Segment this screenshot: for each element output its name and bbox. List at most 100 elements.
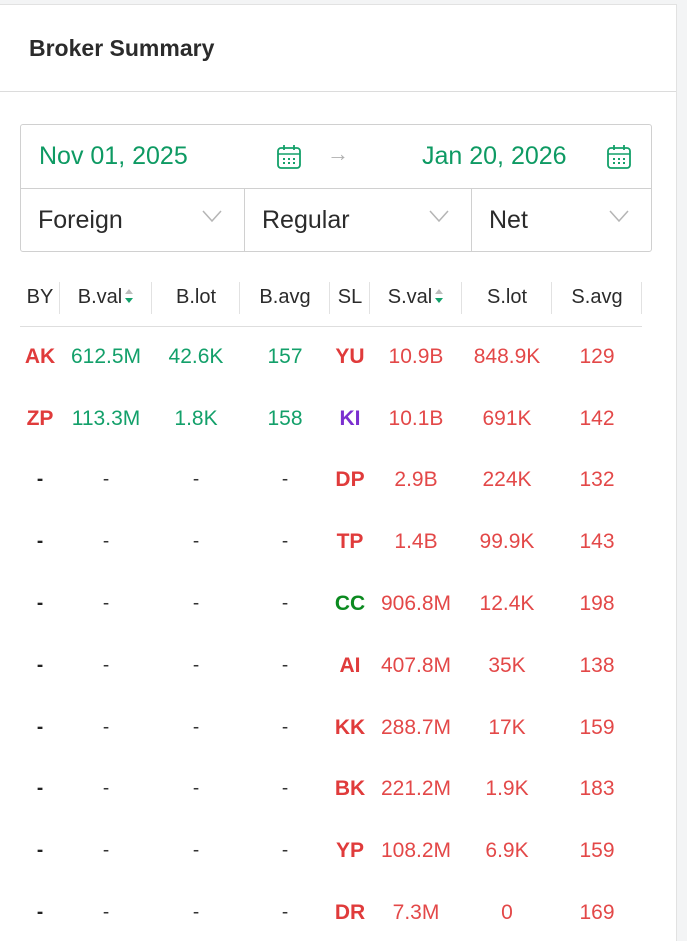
col-header-blot: B.lot <box>152 270 240 327</box>
sell-avg: 159 <box>579 839 615 863</box>
sell-avg: 132 <box>579 468 615 492</box>
sell-value: 7.3M <box>392 901 440 925</box>
sell-avg: 198 <box>579 592 615 616</box>
buy-avg: 157 <box>267 345 303 369</box>
buyer-code[interactable]: - <box>36 778 44 800</box>
buyer-code[interactable]: - <box>36 593 44 615</box>
investor-select-value: Foreign <box>38 205 123 234</box>
range-arrow-icon: → <box>327 141 349 166</box>
sell-value: 10.1B <box>388 406 444 430</box>
seller-code[interactable]: DP <box>335 468 365 492</box>
table-row[interactable]: - - - - DP 2.9B 224K 132 <box>20 450 642 512</box>
sell-value: 108.2M <box>380 839 452 863</box>
seller-code[interactable]: YP <box>335 839 364 863</box>
chevron-down-icon <box>429 210 449 223</box>
sell-value: 1.4B <box>394 530 438 554</box>
sell-lot: 224K <box>482 468 532 492</box>
seller-code[interactable]: YU <box>335 345 365 369</box>
buy-value: - <box>102 716 110 738</box>
col-header-slot: S.lot <box>462 270 552 327</box>
sell-avg: 129 <box>579 345 615 369</box>
buy-lot: - <box>192 716 200 738</box>
end-date[interactable]: Jan 20, 2026 <box>422 142 567 170</box>
buy-avg: - <box>281 531 289 553</box>
market-select[interactable]: Regular <box>245 189 472 251</box>
buyer-code[interactable]: - <box>36 716 44 738</box>
sort-icon[interactable] <box>434 287 444 305</box>
buy-lot: - <box>192 469 200 491</box>
buy-lot: 42.6K <box>168 345 224 369</box>
seller-code[interactable]: DR <box>334 901 366 925</box>
sell-lot: 99.9K <box>479 530 535 554</box>
table-row[interactable]: - - - - DR 7.3M 0 169 <box>20 882 642 941</box>
sell-value: 10.9B <box>388 345 444 369</box>
seller-code[interactable]: TP <box>336 530 364 554</box>
table-header: BY B.val B.lot B.avg SL S.val S.lot S.av… <box>20 270 642 327</box>
table-row[interactable]: - - - - BK 221.2M 1.9K 183 <box>20 759 642 821</box>
table-row[interactable]: - - - - TP 1.4B 99.9K 143 <box>20 511 642 573</box>
sell-value: 221.2M <box>380 777 452 801</box>
buyer-code[interactable]: - <box>36 469 44 491</box>
buy-value: - <box>102 593 110 615</box>
calendar-icon[interactable] <box>276 143 302 171</box>
select-row: Foreign Regular Net <box>21 189 651 251</box>
buy-value: - <box>102 902 110 924</box>
table-row[interactable]: - - - - KK 288.7M 17K 159 <box>20 697 642 759</box>
mode-select-value: Net <box>489 205 528 234</box>
buyer-code[interactable]: - <box>36 654 44 676</box>
buy-lot: - <box>192 778 200 800</box>
buy-lot: - <box>192 840 200 862</box>
calendar-icon[interactable] <box>606 143 632 171</box>
col-header-bval[interactable]: B.val <box>60 270 152 327</box>
col-header-sl: SL <box>330 270 370 327</box>
broker-table: BY B.val B.lot B.avg SL S.val S.lot S.av… <box>20 270 642 941</box>
col-header-bavg: B.avg <box>240 270 330 327</box>
buyer-code[interactable]: - <box>36 902 44 924</box>
buy-lot: - <box>192 593 200 615</box>
table-row[interactable]: - - - - YP 108.2M 6.9K 159 <box>20 820 642 882</box>
sell-lot: 1.9K <box>485 777 529 801</box>
col-header-sval[interactable]: S.val <box>370 270 462 327</box>
col-header-savg: S.avg <box>552 270 642 327</box>
buy-value: 612.5M <box>70 345 142 369</box>
sell-avg: 138 <box>579 653 615 677</box>
buy-avg: - <box>281 902 289 924</box>
broker-summary-panel: Broker Summary Nov 01, 2025 → Jan 20, 20… <box>0 4 677 941</box>
sell-lot: 6.9K <box>485 839 529 863</box>
buy-avg: 158 <box>267 406 303 430</box>
table-row[interactable]: - - - - AI 407.8M 35K 138 <box>20 635 642 697</box>
date-range-picker: Nov 01, 2025 → Jan 20, 2026 <box>21 125 651 189</box>
buy-value: 113.3M <box>71 406 141 430</box>
sell-avg: 143 <box>579 530 615 554</box>
sell-avg: 169 <box>579 901 615 925</box>
sell-avg: 142 <box>579 406 615 430</box>
seller-code[interactable]: KK <box>334 715 366 739</box>
start-date[interactable]: Nov 01, 2025 <box>39 142 188 170</box>
seller-code[interactable]: AI <box>339 653 361 677</box>
sell-avg: 159 <box>579 715 615 739</box>
seller-code[interactable]: BK <box>334 777 366 801</box>
sell-avg: 183 <box>579 777 615 801</box>
buy-avg: - <box>281 840 289 862</box>
buy-value: - <box>102 654 110 676</box>
chevron-down-icon <box>609 210 629 223</box>
buy-value: - <box>102 469 110 491</box>
sell-lot: 691K <box>482 406 532 430</box>
mode-select[interactable]: Net <box>472 189 651 251</box>
table-row[interactable]: AK 612.5M 42.6K 157 YU 10.9B 848.9K 129 <box>20 326 642 388</box>
investor-select[interactable]: Foreign <box>21 189 245 251</box>
buyer-code[interactable]: - <box>36 531 44 553</box>
buy-lot: - <box>192 531 200 553</box>
buyer-code[interactable]: AK <box>24 345 56 369</box>
sell-lot: 12.4K <box>479 592 535 616</box>
buy-avg: - <box>281 593 289 615</box>
buyer-code[interactable]: ZP <box>26 406 54 430</box>
seller-code[interactable]: CC <box>334 592 366 616</box>
table-row[interactable]: - - - - CC 906.8M 12.4K 198 <box>20 573 642 635</box>
buy-avg: - <box>281 716 289 738</box>
seller-code[interactable]: KI <box>339 406 361 430</box>
buyer-code[interactable]: - <box>36 840 44 862</box>
table-row[interactable]: ZP 113.3M 1.8K 158 KI 10.1B 691K 142 <box>20 388 642 450</box>
buy-avg: - <box>281 654 289 676</box>
sort-icon[interactable] <box>124 287 134 305</box>
